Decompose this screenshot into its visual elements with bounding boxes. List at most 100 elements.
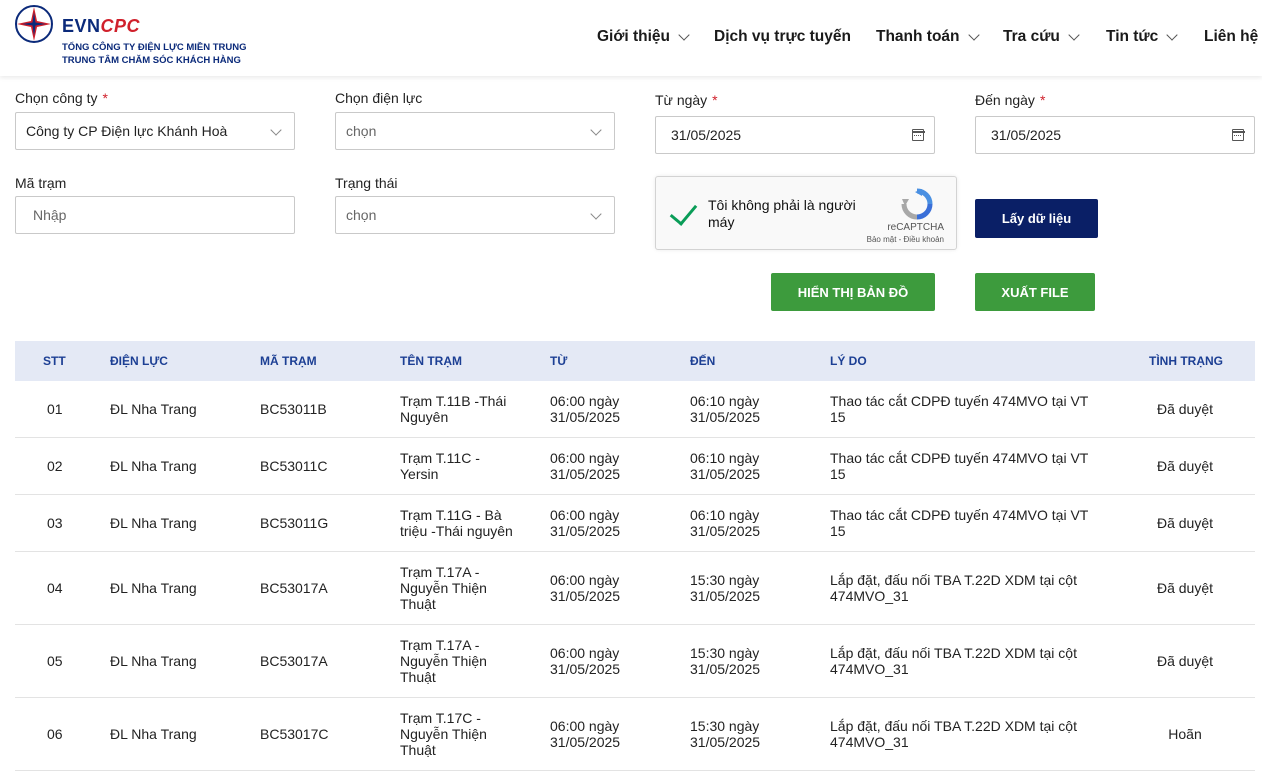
col-tu: TỪ [550, 354, 568, 368]
calendar-icon[interactable] [911, 129, 925, 141]
station-label: Mã trạm [15, 175, 67, 191]
cell-den: 31/05/2025 [690, 588, 761, 604]
nav-dich-vu-truc-tuyen[interactable]: Dịch vụ trực tuyến [714, 28, 851, 45]
cell-tu: 06:00 ngày [550, 718, 620, 734]
cell-ten-tram: Trạm T.17C - [400, 710, 481, 726]
cell-tinh-trang: Đã duyệt [1156, 458, 1214, 474]
cell-ly-do: Thao tác cắt CDPĐ tuyến 474MVO tại VT [830, 393, 1089, 409]
cell-stt: 05 [47, 653, 63, 669]
cell-stt: 02 [47, 458, 63, 474]
nav-tra-cuu[interactable]: Tra cứu [1003, 28, 1080, 46]
cell-ten-tram: Trạm T.17A - [400, 637, 480, 653]
cell-ly-do: Lắp đặt, đấu nối TBA T.22D XDM tại cột [830, 718, 1077, 734]
cell-ma-tram: BC53017C [260, 726, 329, 742]
to-date-label: Đến ngày * [975, 92, 1046, 108]
cell-den: 15:30 ngày [690, 572, 760, 588]
cell-ten-tram: Nguyễn Thiện [400, 726, 487, 742]
cell-tu: 31/05/2025 [550, 588, 621, 604]
chevron-down-icon [1166, 28, 1178, 41]
cell-tu: 06:00 ngày [550, 645, 620, 661]
to-date-value: 31/05/2025 [991, 127, 1062, 143]
station-field[interactable] [15, 196, 295, 234]
export-file-button[interactable]: XUẤT FILE [975, 273, 1095, 311]
show-map-button[interactable]: HIỂN THỊ BẢN ĐỒ [771, 273, 935, 311]
table-row: 01 ĐL Nha Trang BC53011B Trạm T.11B -Thái Ng… [15, 381, 1255, 438]
evn-star-icon [15, 5, 53, 43]
fetch-data-button[interactable]: Lấy dữ liệu [975, 199, 1098, 238]
cell-tinh-trang: Đã duyệt [1156, 653, 1214, 669]
cell-tinh-trang: Hoãn [1168, 726, 1202, 742]
site-header: EVNCPC TỔNG CÔNG TY ĐIỆN LỰC MIỀN TRUNG … [0, 0, 1262, 76]
cell-dien-luc: ĐL Nha Trang [110, 726, 197, 742]
chevron-down-icon [270, 124, 282, 136]
cell-tu: 06:00 ngày [550, 393, 620, 409]
cell-ten-tram: Trạm T.11C - [400, 450, 480, 466]
cell-dien-luc: ĐL Nha Trang [110, 580, 197, 596]
cell-den: 06:10 ngày [690, 450, 760, 466]
cell-dien-luc: ĐL Nha Trang [110, 401, 197, 417]
recaptcha-brand: reCAPTCHA [887, 222, 944, 233]
calendar-icon[interactable] [1231, 129, 1245, 141]
cell-stt: 01 [47, 401, 63, 417]
col-ten-tram: TÊN TRẠM [400, 354, 462, 368]
cell-ten-tram: Thuật [400, 742, 436, 758]
from-date-input[interactable]: 31/05/2025 [655, 116, 935, 154]
cell-ten-tram: triệu -Thái nguyên [400, 523, 513, 539]
cell-ly-do: 474MVO_31 [830, 588, 909, 604]
checkmark-icon[interactable] [669, 197, 698, 226]
table-row: 06 ĐL Nha Trang BC53017C Trạm T.17C - Nguyễn… [15, 698, 1255, 771]
recaptcha-widget: Tôi không phải là người máy reCAPTCHA Bả… [655, 176, 957, 250]
cell-tu: 31/05/2025 [550, 523, 621, 539]
status-select-placeholder: chọn [346, 207, 377, 223]
cell-tinh-trang: Đã duyệt [1156, 580, 1214, 596]
recaptcha-terms[interactable]: Bảo mật - Điều khoản [866, 235, 944, 244]
cell-tu: 06:00 ngày [550, 572, 620, 588]
table-row: 03 ĐL Nha Trang BC53011G Trạm T.11G - Bà tri… [15, 495, 1255, 552]
cell-tu: 06:00 ngày [550, 507, 620, 523]
cell-ly-do: 474MVO_31 [830, 661, 909, 677]
logo-subtitle-line1: TỔNG CÔNG TY ĐIỆN LỰC MIỀN TRUNG [62, 42, 247, 53]
chevron-down-icon [590, 124, 602, 136]
cell-ten-tram: Yersin [400, 466, 439, 482]
cell-ma-tram: BC53011B [260, 401, 327, 417]
status-select[interactable]: chọn [335, 196, 615, 234]
from-date-label: Từ ngày * [655, 92, 718, 108]
cell-tinh-trang: Đã duyệt [1156, 401, 1214, 417]
cell-tu: 31/05/2025 [550, 661, 621, 677]
nav-thanh-toan[interactable]: Thanh toán [876, 28, 980, 46]
nav-tin-tuc[interactable]: Tin tức [1106, 28, 1178, 46]
cell-tinh-trang: Đã duyệt [1156, 515, 1214, 531]
cell-stt: 06 [47, 726, 63, 742]
nav-gioi-thieu[interactable]: Giới thiệu [597, 28, 690, 46]
cell-den: 06:10 ngày [690, 507, 760, 523]
cell-ma-tram: BC53011G [260, 515, 329, 531]
cell-den: 06:10 ngày [690, 393, 760, 409]
cell-tu: 31/05/2025 [550, 466, 621, 482]
branch-select[interactable]: chọn [335, 112, 615, 150]
chevron-down-icon [967, 28, 980, 41]
cell-ly-do: 15 [830, 523, 846, 539]
cell-ten-tram: Nguyễn Thiện [400, 653, 487, 669]
cell-tu: 06:00 ngày [550, 450, 620, 466]
recaptcha-label: Tôi không phải là người máy [708, 197, 856, 230]
cell-den: 31/05/2025 [690, 734, 761, 750]
cell-den: 15:30 ngày [690, 645, 760, 661]
cell-dien-luc: ĐL Nha Trang [110, 653, 197, 669]
table-row: 04 ĐL Nha Trang BC53017A Trạm T.17A - Nguyễn… [15, 552, 1255, 625]
table-body: 01 ĐL Nha Trang BC53011B Trạm T.11B -Thái Ng… [15, 381, 1255, 771]
cell-ten-tram: Trạm T.11B -Thái [400, 393, 507, 409]
cell-den: 15:30 ngày [690, 718, 760, 734]
to-date-input[interactable]: 31/05/2025 [975, 116, 1255, 154]
col-ma-tram: MÃ TRẠM [260, 354, 317, 368]
logo-subtitle-line2: TRUNG TÂM CHĂM SÓC KHÁCH HÀNG [62, 55, 241, 66]
station-input[interactable] [31, 206, 294, 224]
recaptcha-icon [901, 188, 933, 220]
cell-ma-tram: BC53017A [260, 653, 328, 669]
cell-ly-do: Thao tác cắt CDPĐ tuyến 474MVO tại VT [830, 450, 1089, 466]
site-logo[interactable]: EVNCPC TỔNG CÔNG TY ĐIỆN LỰC MIỀN TRUNG … [14, 4, 254, 68]
nav-lien-he[interactable]: Liên hệ [1204, 28, 1259, 45]
cell-ma-tram: BC53017A [260, 580, 328, 596]
cell-ly-do: Thao tác cắt CDPĐ tuyến 474MVO tại VT [830, 507, 1089, 523]
company-select[interactable]: Công ty CP Điện lực Khánh Hoà [15, 112, 295, 150]
cell-ten-tram: Trạm T.17A - [400, 564, 480, 580]
